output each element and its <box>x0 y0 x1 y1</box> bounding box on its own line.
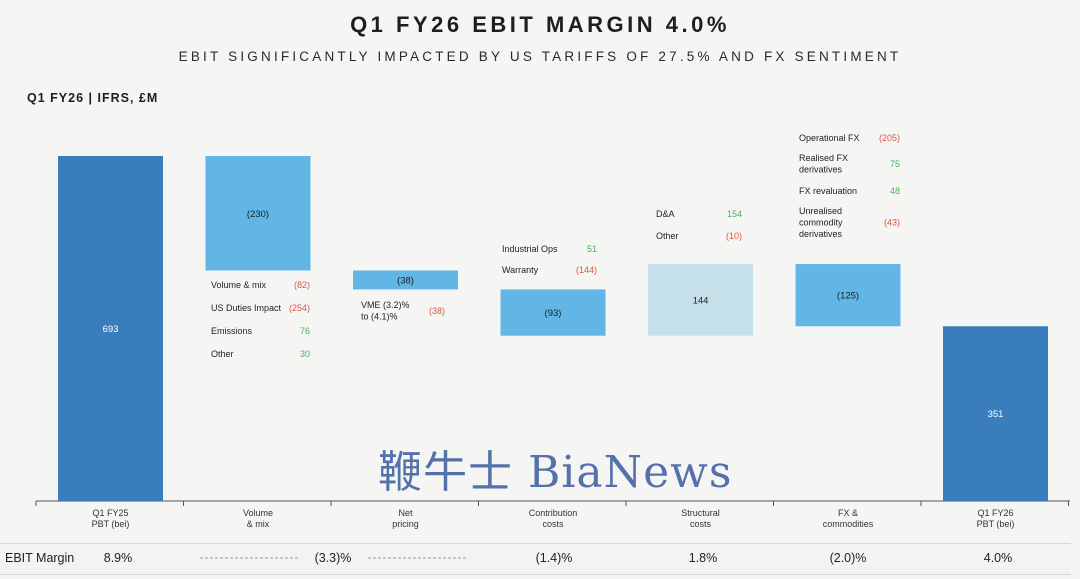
breakdown-value: (144) <box>576 265 597 275</box>
breakdown-label: VME (3.2)% <box>361 300 410 310</box>
ebit-margin-row <box>0 543 1071 575</box>
page-subtitle: EBIT SIGNIFICANTLY IMPACTED BY US TARIFF… <box>178 49 902 64</box>
waterfall-bar <box>500 289 606 336</box>
breakdown-label: US Duties Impact <box>211 303 282 313</box>
bar-value-label: (38) <box>397 275 414 286</box>
waterfall-bar <box>205 156 311 271</box>
unit-label: Q1 FY26 | IFRS, £M <box>27 91 159 105</box>
breakdown-label: Operational FX <box>799 133 860 143</box>
breakdown-value: (82) <box>294 280 310 290</box>
breakdown-label: D&A <box>656 209 675 219</box>
category-label: Q1 FY25 <box>92 508 128 518</box>
breakdown-label: Emissions <box>211 326 253 336</box>
breakdown-value: 154 <box>727 209 742 219</box>
category-label: Contribution <box>529 508 578 518</box>
breakdown-label: Unrealised <box>799 206 842 216</box>
breakdown-value: 51 <box>587 244 597 254</box>
breakdown-value: (43) <box>884 218 900 228</box>
category-label: pricing <box>392 519 419 529</box>
bar-value-label: (93) <box>545 308 562 319</box>
category-label: Volume <box>243 508 273 518</box>
breakdown-label: Other <box>211 349 234 359</box>
category-label: Structural <box>681 508 720 518</box>
breakdown-value: 48 <box>890 186 900 196</box>
breakdown-value: (10) <box>726 231 742 241</box>
waterfall-bar <box>648 264 753 336</box>
breakdown-label: Industrial Ops <box>502 244 558 254</box>
breakdown-value: 76 <box>300 326 310 336</box>
breakdown-value: 30 <box>300 349 310 359</box>
bar-value-label: 351 <box>988 409 1004 420</box>
category-label: & mix <box>247 519 270 529</box>
ebit-margin-value: (3.3)% <box>315 551 352 565</box>
page-title: Q1 FY26 EBIT MARGIN 4.0% <box>350 12 730 37</box>
breakdown-value: (254) <box>289 303 310 313</box>
ebit-margin-value: 8.9% <box>104 551 133 565</box>
bar-value-label: (125) <box>837 291 859 302</box>
category-label: Net <box>398 508 413 518</box>
waterfall-bar <box>795 264 901 327</box>
waterfall-bar <box>353 270 458 290</box>
bar-value-label: 693 <box>103 324 119 335</box>
breakdown-label: Realised FX <box>799 153 848 163</box>
breakdown-label: FX revaluation <box>799 186 857 196</box>
category-label: FX & <box>838 508 858 518</box>
category-label: costs <box>690 519 712 529</box>
bar-value-label: (230) <box>247 209 269 220</box>
breakdown-value: (205) <box>879 133 900 143</box>
breakdown-label: Volume & mix <box>211 280 267 290</box>
ebit-margin-value: (1.4)% <box>536 551 573 565</box>
bar-value-label: 144 <box>693 295 709 306</box>
breakdown-value: 75 <box>890 159 900 169</box>
watermark: 鞭牛士 BiaNews <box>378 447 733 498</box>
ebit-margin-value: 4.0% <box>984 551 1013 565</box>
breakdown-label: to (4.1)% <box>361 312 398 322</box>
category-label: costs <box>542 519 564 529</box>
breakdown-label: Other <box>656 231 679 241</box>
breakdown-label: derivatives <box>799 229 843 239</box>
ebit-margin-value: 1.8% <box>689 551 718 565</box>
category-label: commodities <box>823 519 874 529</box>
waterfall-bar <box>943 326 1048 501</box>
ebit-margin-value: (2.0)% <box>830 551 867 565</box>
category-label: PBT (bei) <box>92 519 130 529</box>
breakdown-label: Warranty <box>502 265 539 275</box>
breakdown-label: commodity <box>799 218 843 228</box>
category-label: Q1 FY26 <box>977 508 1013 518</box>
breakdown-label: derivatives <box>799 165 843 175</box>
ebit-margin-label: EBIT Margin <box>5 551 74 565</box>
breakdown-value: (38) <box>429 306 445 316</box>
waterfall-bar <box>58 156 163 501</box>
category-label: PBT (bei) <box>977 519 1015 529</box>
